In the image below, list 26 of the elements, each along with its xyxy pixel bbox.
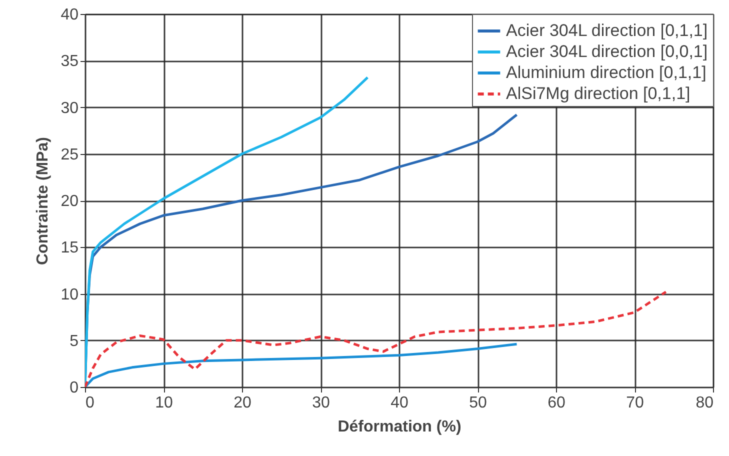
x-tick-label: 70 (626, 394, 644, 412)
y-tick-label: 10 (60, 286, 79, 304)
x-tick-label: 40 (390, 394, 408, 412)
x-tick-label: 30 (312, 394, 330, 412)
legend-label: Acier 304L direction [0,1,1] (506, 21, 708, 40)
y-tick-label: 15 (60, 240, 79, 257)
line-series (85, 342, 518, 387)
x-tick-label: 80 (696, 394, 714, 412)
y-tick-label: 25 (60, 146, 79, 164)
x-tick-label: 50 (469, 394, 487, 412)
legend-label: Aluminium direction [0,1,1] (506, 63, 706, 82)
x-axis-title: Déformation (%) (338, 418, 462, 436)
y-axis-title: Contrainte (MPa) (34, 137, 52, 265)
legend-label: AlSi7Mg direction [0,1,1] (506, 84, 690, 103)
legend-label: Acier 304L direction [0,0,1] (506, 42, 708, 61)
x-tick-label: 20 (234, 394, 252, 412)
x-tick-label: 10 (155, 394, 173, 412)
y-tick-label: 30 (60, 100, 79, 117)
y-tick-label: 0 (70, 380, 79, 396)
x-tick-label: 0 (86, 394, 94, 412)
y-tick-label: 5 (70, 332, 79, 350)
y-tick-label: 40 (60, 6, 79, 24)
line-series (85, 290, 668, 387)
x-tick-label: 60 (548, 394, 566, 412)
y-tick-label: 20 (60, 193, 79, 210)
y-tick-label: 35 (60, 53, 79, 70)
